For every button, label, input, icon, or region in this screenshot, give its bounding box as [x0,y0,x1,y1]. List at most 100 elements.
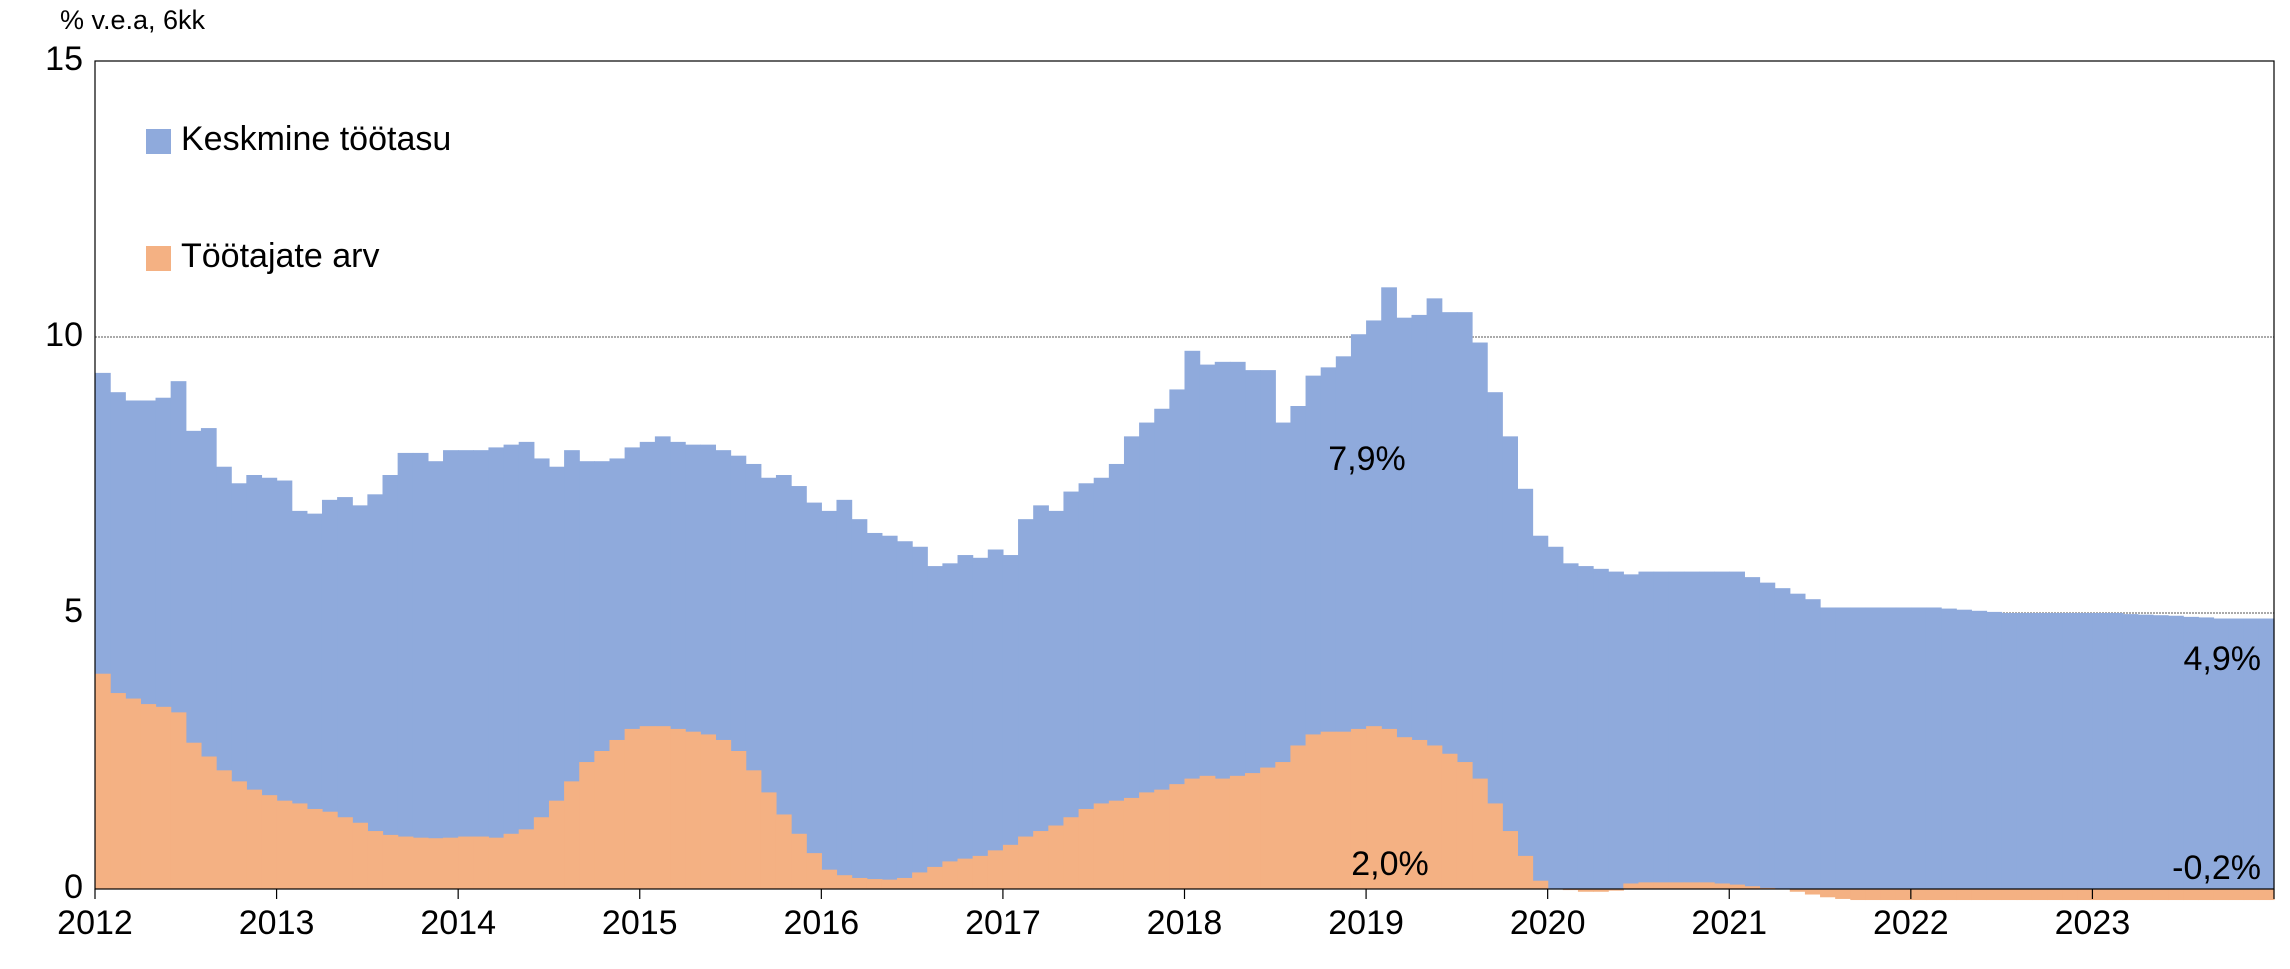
bar [1139,422,1155,889]
bar [2077,889,2094,901]
bar [548,466,565,889]
bar [1502,436,1519,889]
bar [397,452,414,889]
x-tick-label: 2013 [239,904,315,942]
bar [337,497,353,889]
annotation: 7,9% [1328,440,1406,478]
bar [367,831,384,889]
bar [987,549,1004,889]
bar [806,502,822,889]
bar [942,563,959,889]
bar [1305,734,1322,889]
bar [1593,889,1609,892]
bar [2183,616,2199,889]
bar [942,861,959,889]
bar [1290,745,1307,889]
bar [1729,884,1745,889]
x-tick-label: 2014 [420,904,496,942]
legend-swatch [146,129,171,154]
bar [775,475,792,889]
bar [2243,889,2260,901]
bar [2258,618,2275,889]
bar [1547,546,1564,889]
bar [1426,298,1443,889]
bar [1850,607,1867,889]
bar [2198,889,2215,901]
bar [1078,483,1095,889]
bar [216,770,232,889]
bar [1154,789,1170,889]
bar [2213,889,2230,901]
bar [518,829,535,889]
bar [791,833,807,889]
bar [306,513,323,889]
x-tick-label: 2021 [1691,904,1767,942]
bar [2107,889,2124,901]
bar [261,795,278,889]
bar [1517,488,1534,889]
bar [1108,800,1125,889]
bar [1925,607,1942,889]
bar [1698,882,1715,889]
bar [745,770,762,889]
bar [533,458,550,889]
bar [503,833,520,889]
bar [1275,762,1292,889]
bar [1229,775,1246,889]
bar [321,499,338,889]
bar [2062,613,2078,889]
bar [1532,880,1549,889]
bar [1986,611,2003,889]
bar [306,808,323,889]
bar [1714,883,1730,889]
bar [2016,613,2033,889]
bar [624,728,641,889]
bar [2077,613,2094,889]
bar [2062,889,2078,901]
bar [730,751,747,889]
bar [775,814,792,889]
bar [533,817,550,889]
bar [1229,361,1246,890]
x-tick-label: 2017 [965,904,1041,942]
bar [95,673,111,889]
legend-label: Töötajate arv [181,237,379,275]
bar [957,555,974,889]
bar [1986,889,2003,901]
bar [1562,563,1579,889]
bar [488,447,505,889]
bar [458,836,474,889]
bar [1789,889,1806,892]
bar [1880,607,1897,889]
bar [2168,889,2184,901]
bar [261,477,278,889]
bar [1366,726,1382,889]
bar [851,519,868,889]
bar [1199,364,1216,890]
bar [1320,731,1337,889]
bar [1683,571,1700,889]
bar [972,557,989,889]
bar [427,838,444,889]
bar [1123,436,1140,889]
bar [987,850,1004,889]
bar [1108,463,1125,889]
bar [1925,889,1942,901]
bar [503,444,520,889]
bar [1789,593,1806,889]
bar [1426,745,1443,889]
y-tick-label: 5 [64,592,83,630]
bar [881,535,898,889]
bar [866,532,883,889]
bar [2092,613,2109,889]
bar [1441,753,1458,889]
bar [2047,613,2063,889]
bar [1623,883,1640,889]
bar [1184,350,1201,889]
bar [1729,571,1745,889]
bar [352,505,368,889]
bar [382,834,399,889]
bar [200,756,217,889]
x-tick-label: 2018 [1147,904,1223,942]
bar [1456,762,1473,889]
